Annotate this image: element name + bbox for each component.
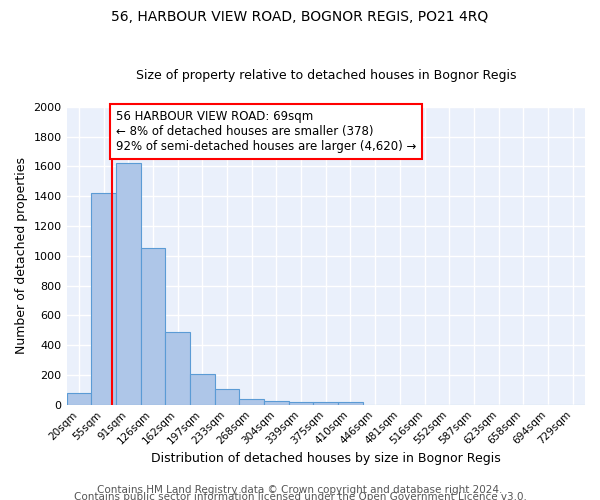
Bar [313, 402, 338, 404]
Y-axis label: Number of detached properties: Number of detached properties [15, 158, 28, 354]
Bar [289, 402, 313, 404]
Bar [165, 332, 190, 404]
Text: Contains HM Land Registry data © Crown copyright and database right 2024.: Contains HM Land Registry data © Crown c… [97, 485, 503, 495]
Bar [264, 401, 289, 404]
Bar [190, 374, 215, 404]
Bar [239, 399, 264, 404]
Text: 56 HARBOUR VIEW ROAD: 69sqm
← 8% of detached houses are smaller (378)
92% of sem: 56 HARBOUR VIEW ROAD: 69sqm ← 8% of deta… [116, 110, 416, 153]
Bar [338, 402, 363, 404]
Bar [116, 164, 140, 404]
Bar [140, 248, 165, 404]
Title: Size of property relative to detached houses in Bognor Regis: Size of property relative to detached ho… [136, 69, 516, 82]
Bar [91, 193, 116, 404]
Text: Contains public sector information licensed under the Open Government Licence v3: Contains public sector information licen… [74, 492, 526, 500]
Bar [67, 393, 91, 404]
Bar [215, 389, 239, 404]
X-axis label: Distribution of detached houses by size in Bognor Regis: Distribution of detached houses by size … [151, 452, 500, 465]
Text: 56, HARBOUR VIEW ROAD, BOGNOR REGIS, PO21 4RQ: 56, HARBOUR VIEW ROAD, BOGNOR REGIS, PO2… [112, 10, 488, 24]
